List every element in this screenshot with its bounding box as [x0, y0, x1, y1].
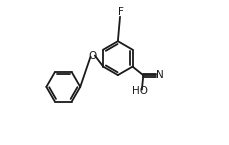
Text: O: O: [88, 51, 96, 61]
Text: N: N: [155, 70, 163, 80]
Text: F: F: [118, 7, 124, 17]
Text: HO: HO: [131, 86, 147, 96]
